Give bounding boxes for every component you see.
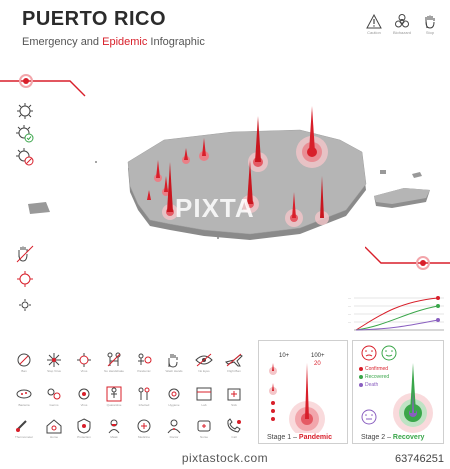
stage2-caption-accent: Recovery <box>392 434 425 441</box>
stop-virus-icon: Stop Virus <box>44 352 64 374</box>
stage2-caption-prefix: Stage 2 – <box>361 434 393 441</box>
svg-text:—: — <box>348 304 351 308</box>
stop-label: Stop <box>425 30 435 35</box>
ban-icon: Ban <box>14 352 34 374</box>
grid-label: Sick <box>231 403 237 407</box>
doctor-icon: Doctor <box>164 418 184 440</box>
grid-label: Nurse <box>199 435 208 439</box>
grid-label: Medicine <box>137 435 150 439</box>
puerto-rico-map <box>28 106 430 240</box>
grid-label: Ban <box>21 369 27 373</box>
grid-label: No Eyes <box>198 369 210 373</box>
stage2-legend: Confirmed Recovered Death <box>359 365 389 389</box>
grid-label: Bacteria <box>18 403 30 407</box>
no-handshake-icon <box>16 245 34 263</box>
icon-grid: Ban Stop Virus Virus No Handshake Pandem… <box>14 352 250 447</box>
flight-ban-icon: Flight Ban <box>224 352 244 374</box>
virus-icon <box>16 102 34 120</box>
caution-label: Caution <box>367 30 381 35</box>
grid-label: No Handshake <box>104 369 124 373</box>
virus-safe-icon <box>16 125 34 143</box>
stage1-diagram: 10+ 100+ 20 <box>269 353 325 433</box>
subtitle-accent: Epidemic <box>102 36 148 48</box>
stage1-big-value: 20 <box>314 361 321 367</box>
grid-label: Virus <box>80 403 88 407</box>
virus-blocked-icon <box>16 148 34 166</box>
grid-label: Flight Ban <box>227 369 241 373</box>
stage1-caption-prefix: Stage 1 – <box>267 434 299 441</box>
subtitle-prefix: Emergency and <box>22 36 103 48</box>
hygiene-icon: Hygiene <box>164 386 184 408</box>
wash-hands-icon: Wash Hands <box>164 352 184 374</box>
caution-icon: Caution <box>362 14 386 35</box>
mask-icon: Mask <box>104 418 124 440</box>
virus-alert-icon <box>16 270 34 288</box>
stage1-caption: Stage 1 – Pandemic <box>267 434 332 441</box>
quarantine-icon: Quarantine <box>104 386 124 408</box>
medicine-icon: Medicine <box>134 418 154 440</box>
top-icon-row: Caution Biohazard Stop <box>362 14 442 48</box>
grid-label: Infected <box>138 403 150 407</box>
thermometer-icon: Thermometer <box>14 418 34 440</box>
left-pointer-line <box>0 74 86 97</box>
call-icon: Call <box>224 418 244 440</box>
right-pointer-line <box>365 246 450 270</box>
grid-label: Pandemic <box>137 369 151 373</box>
grid-label: Thermometer <box>14 435 33 439</box>
lab-icon: Lab <box>194 386 214 408</box>
no-eyes-icon: No Eyes <box>194 352 214 374</box>
grid-label: Lab <box>201 403 207 407</box>
home-icon: Home <box>44 418 64 440</box>
bacteria-icon: Bacteria <box>14 386 34 408</box>
grid-label: Home <box>49 435 58 439</box>
grid-label: Mask <box>110 435 118 439</box>
stage2-caption: Stage 2 – Recovery <box>361 434 424 441</box>
stage2-diagram <box>361 345 433 433</box>
watermark-overlay: PIXTA <box>175 193 255 223</box>
grid-label: Germs <box>49 403 59 407</box>
pandemic-icon: Pandemic <box>134 352 154 374</box>
stop-hand-icon: Stop <box>418 14 442 35</box>
biohazard-label: Biohazard <box>392 30 411 35</box>
sick-icon: Sick <box>224 386 244 408</box>
virus-icon: Virus <box>74 352 94 374</box>
stage1-small-label: 10+ <box>279 353 290 359</box>
legend-confirmed: Confirmed <box>359 365 389 373</box>
svg-text:—: — <box>348 296 351 300</box>
legend-recovered: Recovered <box>359 373 389 381</box>
germ-icon <box>16 296 34 314</box>
stage1-panel: 10+ 100+ 20 Stage 1 – Pandemic <box>258 340 348 444</box>
watermark-site: pixtastock.com <box>181 451 269 465</box>
svg-text:—: — <box>348 312 351 316</box>
spike-markers <box>147 106 324 218</box>
germs-icon: Germs <box>44 386 64 408</box>
protection-icon: Protection <box>74 418 94 440</box>
legend-death: Death <box>359 381 389 389</box>
page-subtitle: Emergency and Epidemic Infographic <box>22 36 205 48</box>
grid-label: Hygiene <box>168 403 180 407</box>
trend-chart: — — — — <box>348 296 444 331</box>
watermark-id: 63746251 <box>395 453 444 465</box>
page-title: PUERTO RICO <box>22 8 167 30</box>
stage1-big-label: 100+ <box>311 353 325 359</box>
grid-label: Doctor <box>169 435 179 439</box>
no-handshake-icon: No Handshake <box>104 352 124 374</box>
biohazard-icon: Biohazard <box>390 14 414 35</box>
grid-label: Wash Hands <box>165 369 183 373</box>
svg-text:—: — <box>348 320 351 324</box>
grid-label: Virus <box>80 369 88 373</box>
grid-label: Call <box>231 435 237 439</box>
subtitle-suffix: Infographic <box>147 36 205 48</box>
grid-label: Quarantine <box>106 403 122 407</box>
infected-icon: Infected <box>134 386 154 408</box>
grid-label: Stop Virus <box>47 369 61 373</box>
stage1-caption-accent: Pandemic <box>298 434 332 441</box>
grid-label: Protection <box>77 435 91 439</box>
stage2-panel: Confirmed Recovered Death Stage 2 – Reco… <box>352 340 444 444</box>
virus-cell-icon: Virus <box>74 386 94 408</box>
nurse-icon: Nurse <box>194 418 214 440</box>
